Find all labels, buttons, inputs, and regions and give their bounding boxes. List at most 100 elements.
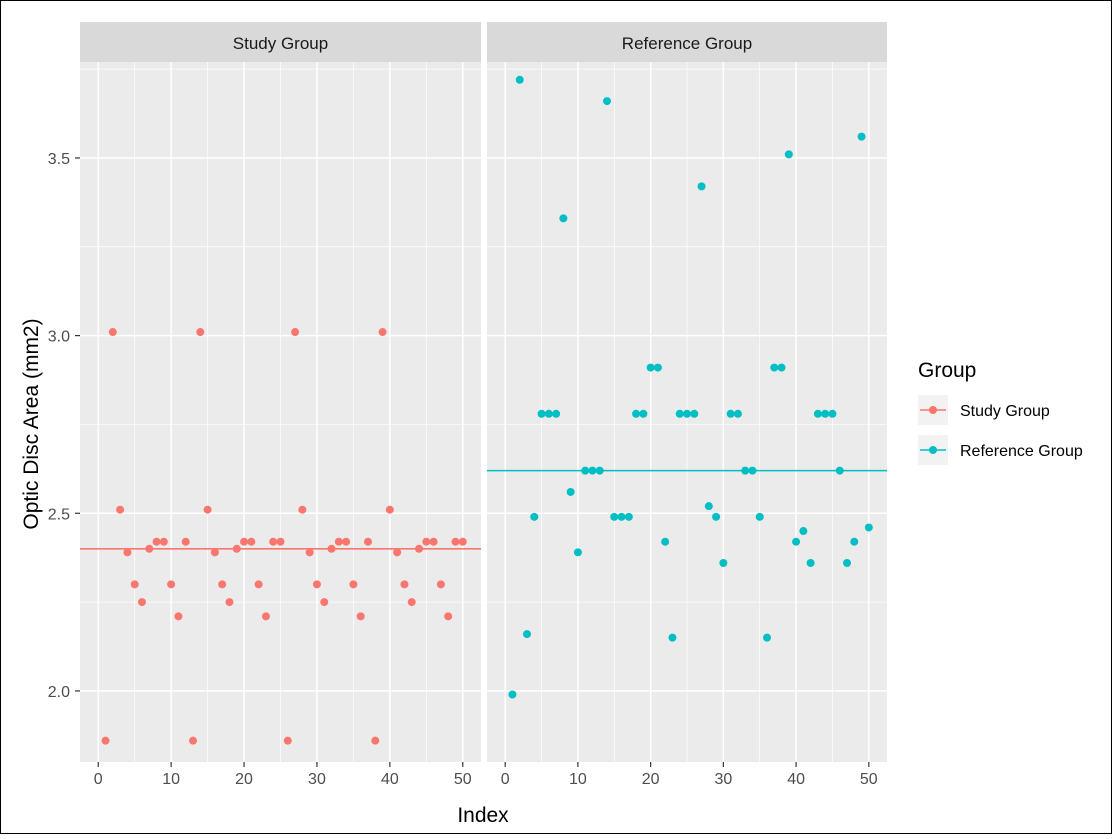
legend-key-point [929,406,937,414]
data-point [415,544,424,553]
data-point [429,537,438,546]
data-point [363,537,372,546]
data-point [704,502,713,511]
data-point [537,409,546,418]
data-point [189,736,198,745]
data-point [668,633,677,642]
data-point [305,548,314,557]
data-point [320,598,329,607]
data-point [719,559,728,568]
legend-key-point [929,446,937,454]
data-point [400,580,409,589]
data-point [371,736,380,745]
data-point [566,487,575,496]
data-point [269,537,278,546]
facets-layer: Study Group Reference Group [80,22,887,762]
data-point [792,537,801,546]
data-point [116,505,125,514]
data-point [123,548,132,557]
data-point [653,363,662,372]
data-point [298,505,307,514]
data-point [385,505,394,514]
data-point [552,409,561,418]
data-point [624,512,633,521]
data-point [595,466,604,475]
data-point [451,537,460,546]
data-point [588,466,597,475]
facet-panel-1: Study Group [80,22,481,762]
data-point [523,630,531,639]
x-axis-title: Index [457,804,509,827]
data-point [646,363,655,372]
data-point [254,580,263,589]
data-point [617,512,626,521]
facet-strip [80,22,481,62]
x-tick-label: 50 [454,771,472,788]
data-point [515,75,524,84]
y-axis-title: Optic Disc Area (mm2) [20,318,43,529]
data-point [181,537,190,546]
data-point [101,736,110,745]
data-point [422,537,431,546]
legend-entry: Study Group [918,395,1050,425]
data-point [581,466,590,475]
facet-strip-label: Reference Group [622,34,752,53]
x-tick-label: 0 [94,771,103,788]
data-point [137,598,146,607]
data-point [733,409,742,418]
data-point [159,537,168,546]
data-point [130,580,139,589]
data-point [291,328,300,337]
x-tick-label: 30 [308,771,326,788]
y-tick-label: 2.5 [48,506,70,523]
y-tick-label: 2.0 [48,684,70,701]
x-tick-label: 0 [501,771,510,788]
x-tick-label: 50 [860,771,878,788]
y-tick-label: 3.0 [48,329,70,346]
data-point [342,537,351,546]
data-point [407,598,416,607]
data-point [218,580,227,589]
data-point [508,690,517,699]
data-point [755,512,764,521]
data-point [203,505,212,514]
data-point [835,466,844,475]
data-point [683,409,691,418]
data-point [196,328,205,337]
data-point [210,548,219,557]
data-point [247,537,256,546]
data-point [378,328,387,337]
data-point [436,580,445,589]
data-point [108,328,117,337]
legend: Group Study Group Reference Group [918,359,1083,465]
data-point [843,559,851,568]
x-tick-label: 40 [787,771,805,788]
legend-label: Study Group [960,403,1050,420]
data-point [726,409,735,418]
data-point [530,512,539,521]
data-point [799,527,808,536]
data-point [544,409,553,418]
data-point [690,409,699,418]
data-point [261,612,270,621]
data-point [610,512,619,521]
legend-label: Reference Group [960,443,1083,460]
axes-layer: 2.0 2.5 3.0 3.5 0 10 20 30 40 50 0 10 20 30 40 50 [48,151,878,788]
data-point [821,409,830,418]
data-point [748,466,757,475]
x-tick-label: 20 [235,771,253,788]
facet-strip [487,22,887,62]
data-point [777,363,786,372]
data-point [283,736,292,745]
data-point [573,548,582,557]
data-point [784,150,793,159]
data-point [240,537,249,546]
x-tick-label: 20 [642,771,660,788]
data-point [741,466,750,475]
data-point [603,97,611,106]
facet-strip-label: Study Group [233,34,328,53]
x-tick-label: 10 [162,771,180,788]
data-point [712,512,721,521]
